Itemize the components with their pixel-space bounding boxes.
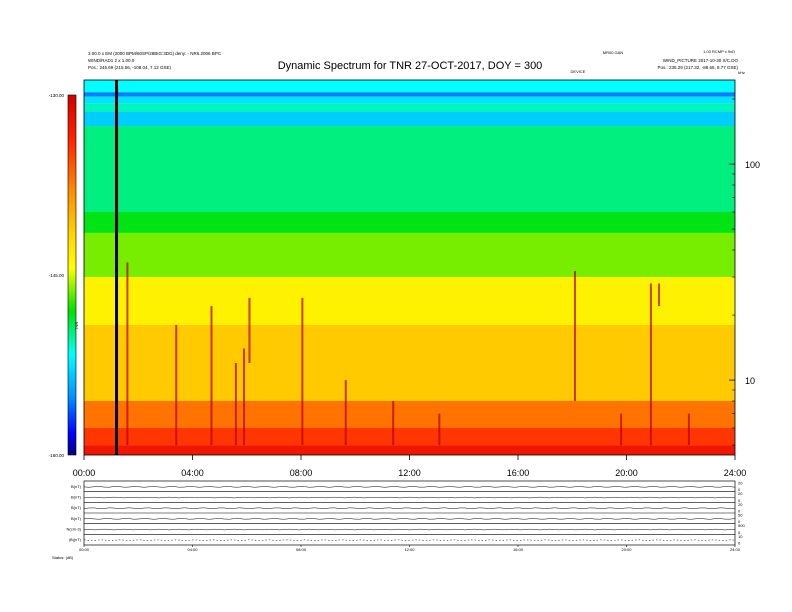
lower-x-tick-label: 08:00 <box>296 547 307 552</box>
frequency-band <box>84 277 735 325</box>
lower-x-tick-label: 16:00 <box>513 547 524 552</box>
header-left-line2: WIND/RAD1 2 x 1.00.0 <box>88 58 135 63</box>
frequency-band <box>84 103 735 112</box>
colorbar-tick-label: -130.00 <box>49 93 65 98</box>
x-tick-label: 08:00 <box>290 468 313 478</box>
radio-burst <box>573 270 576 402</box>
radio-burst <box>620 413 623 446</box>
lower-panel-trace <box>83 486 736 488</box>
radio-burst <box>301 297 304 446</box>
colorbar <box>67 94 77 456</box>
x-tick-label: 04:00 <box>181 468 204 478</box>
radio-burst <box>687 413 690 446</box>
lower-x-tick-label: 04:00 <box>187 547 198 552</box>
x-tick-label: 00:00 <box>73 468 96 478</box>
header-right-line1: 1.03 RCMP x 9xD <box>703 49 735 54</box>
radio-burst <box>649 283 652 446</box>
radio-burst <box>210 306 213 446</box>
lower-panel-right-tick: 50 <box>738 513 743 518</box>
y-axis: 100 10 <box>729 98 760 446</box>
lower-panel-label: B(nT) <box>71 484 82 489</box>
lower-x-tick-label: 24:00 <box>730 547 741 552</box>
lower-panel-right-tick: 0 <box>738 519 741 524</box>
lower-panel-label: B(nT) <box>71 495 82 500</box>
colorbar-tick-label: -145.00 <box>49 273 65 278</box>
radio-burst <box>392 401 395 446</box>
lower-panel-label: N(cm-3) <box>67 527 82 532</box>
lower-x-tick-label: 20:00 <box>621 547 632 552</box>
x-tick-label: 16:00 <box>507 468 530 478</box>
header-left-line3: Pos.: 245.69 (215.56, -108.04, 7.12 GSE) <box>88 65 172 70</box>
lower-panel-right-tick: 0 <box>738 498 741 503</box>
radio-burst <box>126 262 129 446</box>
frequency-band <box>84 126 735 212</box>
x-tick-label: 24:00 <box>724 468 747 478</box>
header-left-line1: 3.00.0 x EM (2000 BPM/60SP/28BIG:3DG) de… <box>88 51 222 56</box>
frequency-band <box>84 428 735 446</box>
frequency-band <box>84 401 735 429</box>
x-tick-label: 20:00 <box>615 468 638 478</box>
lower-x-tick-label: 12:00 <box>404 547 415 552</box>
lower-footer-label: Status: (dB) <box>52 555 74 560</box>
lower-panel-label: |B|(nT) <box>69 537 82 542</box>
lower-panel-label: B(nT) <box>71 505 82 510</box>
lower-panel-right-tick: 0 <box>738 541 741 546</box>
frequency-band <box>84 324 735 402</box>
radio-burst <box>243 348 246 446</box>
lower-panel-trace <box>83 507 736 509</box>
radio-burst <box>438 413 441 446</box>
colorbar-label: TNR <box>74 322 79 330</box>
lower-x-tick-label: 00:00 <box>79 547 90 552</box>
data-gap-line <box>115 80 119 455</box>
colorbar-tick-label: -160.00 <box>49 453 65 458</box>
x-tick-label: 12:00 <box>398 468 421 478</box>
x-axis: 00:00 04:00 08:00 12:00 16:00 20:00 24:00 <box>73 455 747 478</box>
lower-panel-right-tick: 20 <box>738 491 743 496</box>
lower-panel-right-tick: 20 <box>738 502 743 507</box>
radio-burst <box>234 362 237 446</box>
header-right-line3: Pos.: 235.29 (217.32, -88.65, 8.77 GSE) <box>657 65 738 70</box>
lower-panels: B(nT)200B(nT)200B(nT)200B(nT)500N(cm-3)5… <box>52 481 745 561</box>
radio-burst <box>344 380 347 446</box>
y-axis-unit-label: kHz <box>738 70 745 75</box>
lower-panel-right-tick: 20 <box>738 481 743 486</box>
frequency-band <box>84 211 735 233</box>
frequency-band <box>84 92 735 97</box>
lower-panel-trace <box>83 518 736 520</box>
lower-panel-right-tick: 0 <box>738 530 741 535</box>
lower-panel-right-tick: 500 <box>738 523 745 528</box>
lower-panel-trace <box>83 528 736 531</box>
frequency-band <box>84 80 735 93</box>
spectrogram <box>84 80 735 455</box>
header-right-line2: WIND_PICTURE 2017-10-30 X/C.DO <box>663 58 739 63</box>
radio-burst <box>248 297 251 363</box>
frequency-band <box>84 96 735 104</box>
radio-burst <box>658 283 661 307</box>
lower-panel-label: B(nT) <box>71 516 82 521</box>
header-center-right-top: MR00 GAN <box>603 50 624 55</box>
lower-panel-right-tick: 0 <box>738 509 741 514</box>
y-tick-label: 100 <box>745 160 760 170</box>
frequency-band <box>84 111 735 127</box>
lower-panel-trace <box>83 496 736 499</box>
frequency-band <box>84 232 735 278</box>
colorbar-ticks: -130.00 -145.00 -160.00 <box>49 93 65 458</box>
lower-panel-right-tick: 10 <box>738 534 743 539</box>
frequency-band <box>84 445 735 455</box>
header-device-label: DEVICE <box>571 69 586 74</box>
lower-panel-trace <box>83 539 736 541</box>
chart-title: Dynamic Spectrum for TNR 27-OCT-2017, DO… <box>278 60 543 72</box>
lower-panel-right-tick: 0 <box>738 487 741 492</box>
y-tick-label: 10 <box>745 376 755 386</box>
radio-burst <box>175 324 178 446</box>
